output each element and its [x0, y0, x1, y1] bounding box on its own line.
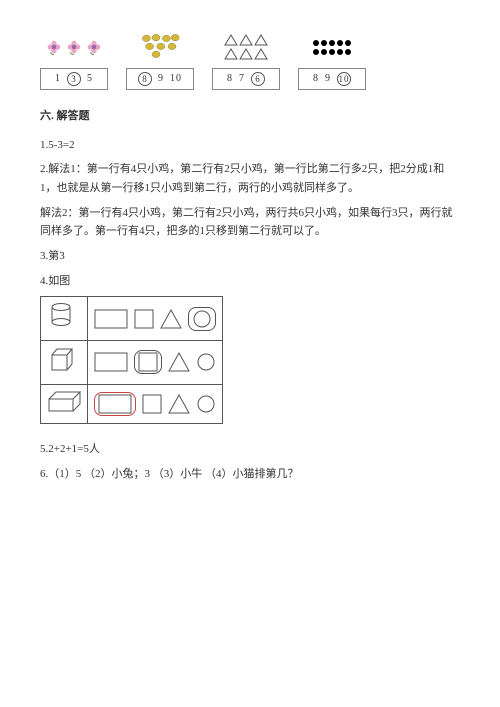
rectangle-icon — [94, 309, 128, 329]
triangle-icon — [239, 48, 253, 60]
circle-icon — [196, 394, 216, 414]
triangle-icon — [168, 394, 190, 414]
num: 9 — [158, 71, 164, 87]
circled-answer — [188, 307, 216, 331]
answer-box-1: 1 3 5 — [40, 68, 108, 90]
num: 10 — [170, 71, 182, 87]
circled-answer — [134, 350, 162, 374]
dot-group: 8 9 10 — [298, 30, 366, 90]
num: 7 — [239, 71, 245, 87]
num: 8 — [227, 71, 233, 87]
square-icon — [138, 352, 158, 372]
answer-box-2: 8 9 10 — [126, 68, 194, 90]
triangle-icon — [254, 48, 268, 60]
triangle-icon — [160, 309, 182, 329]
cylinder-icon — [47, 301, 75, 329]
triangle-icon — [168, 352, 190, 372]
cuboid-icon — [47, 389, 81, 413]
cube-icon — [47, 345, 75, 373]
triangle-icon — [239, 34, 253, 46]
flower-icon — [65, 38, 83, 56]
table-row — [41, 384, 223, 424]
table-row — [41, 341, 223, 385]
circled-answer — [94, 392, 136, 416]
table-row — [41, 297, 223, 341]
num: 5 — [87, 71, 93, 87]
triangle-icon — [254, 34, 268, 46]
q2a: 2.解法1：第一行有4只小鸡，第二行有2只小鸡，第一行比第二行多2只，把2分成1… — [40, 160, 460, 197]
chicken-cluster-icon — [140, 32, 180, 62]
answer-box-3: 8 7 6 — [212, 68, 280, 90]
triangle-icon — [224, 34, 238, 46]
q3: 3.第3 — [40, 247, 460, 266]
section-title: 六. 解答题 — [40, 108, 460, 126]
triangle-icon — [224, 48, 238, 60]
q5: 5.2+2+1=5人 — [40, 440, 460, 459]
q6: 6.（1）5 （2）小兔；3 （3）小牛 （4）小猫排第几？ — [40, 465, 460, 484]
rectangle-icon — [98, 394, 132, 414]
square-icon — [142, 394, 162, 414]
q4: 4.如图 — [40, 272, 460, 291]
circle-icon — [192, 309, 212, 329]
triangle-group: 8 7 6 — [212, 30, 280, 90]
flower-group: 1 3 5 — [40, 30, 108, 90]
rectangle-icon — [94, 352, 128, 372]
answer-box-4: 8 9 10 — [298, 68, 366, 90]
num: 8 — [313, 71, 319, 87]
top-icon-row: 1 3 5 8 9 10 — [40, 30, 460, 90]
flower-icon — [45, 38, 63, 56]
num: 9 — [325, 71, 331, 87]
circled-num: 6 — [251, 72, 265, 86]
circle-icon — [196, 352, 216, 372]
num: 1 — [55, 71, 61, 87]
q1: 1.5-3=2 — [40, 136, 460, 155]
circled-num: 3 — [67, 72, 81, 86]
flower-icon — [85, 38, 103, 56]
shape-table — [40, 296, 223, 424]
circled-num: 10 — [337, 72, 351, 86]
circled-num: 8 — [138, 72, 152, 86]
q2b: 解法2：第一行有4只小鸡，第二行有2只小鸡，两行共6只小鸡，如果每行3只，两行就… — [40, 204, 460, 241]
chicken-group: 8 9 10 — [126, 30, 194, 90]
square-icon — [134, 309, 154, 329]
